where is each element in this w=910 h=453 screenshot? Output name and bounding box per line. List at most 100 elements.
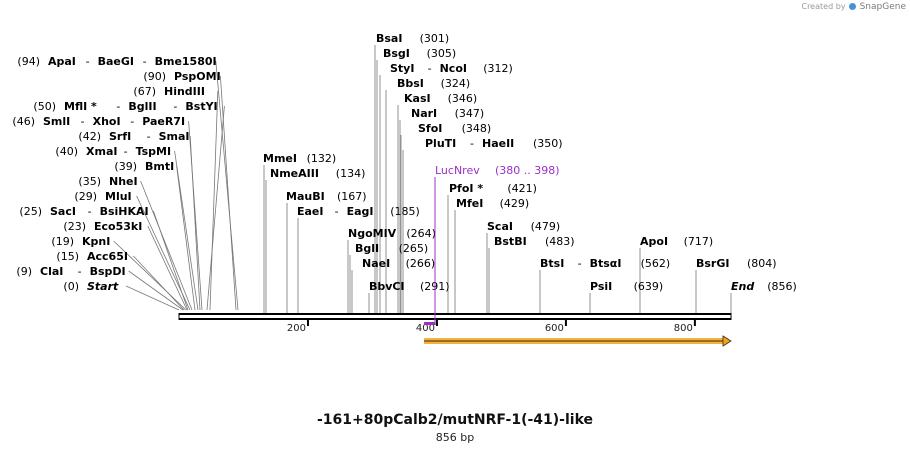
enzyme-name: PsiI bbox=[590, 280, 612, 293]
restriction-site[interactable]: ApoI (717) bbox=[640, 235, 713, 248]
enzyme-name: SmlI bbox=[43, 115, 70, 128]
site-connector bbox=[133, 255, 185, 311]
enzyme-name: BtsαI bbox=[590, 257, 622, 270]
site-position: (23) bbox=[63, 220, 86, 233]
restriction-site[interactable]: (39) BmtI bbox=[114, 160, 174, 173]
site-position: (266) bbox=[406, 257, 436, 270]
restriction-site[interactable]: BsrGI (804) bbox=[696, 257, 777, 270]
restriction-site[interactable]: (29) MluI bbox=[74, 190, 131, 203]
site-position: (94) bbox=[17, 55, 40, 68]
site-position: (132) bbox=[307, 152, 337, 165]
site-separator: - bbox=[147, 130, 151, 143]
restriction-site[interactable]: KasI (346) bbox=[404, 92, 477, 105]
restriction-site[interactable]: (42) SrfI - SmaI bbox=[78, 130, 189, 143]
site-position: (90) bbox=[143, 70, 166, 83]
site-position: (348) bbox=[462, 122, 492, 135]
enzyme-name: Bme1580I bbox=[155, 55, 217, 68]
ruler-tick-label: 600 bbox=[545, 323, 564, 334]
site-separator: - bbox=[86, 55, 90, 68]
restriction-site[interactable]: PfoI * (421) bbox=[449, 182, 537, 195]
site-separator: - bbox=[78, 265, 82, 278]
restriction-site[interactable]: (50) MflI * - BglII - BstYI bbox=[33, 100, 217, 113]
restriction-site[interactable]: MauBI (167) bbox=[286, 190, 367, 203]
restriction-site[interactable]: (94) ApaI - BaeGI - Bme1580I bbox=[17, 55, 216, 68]
restriction-site[interactable]: NaeI (266) bbox=[362, 257, 435, 270]
restriction-site[interactable]: (25) SacI - BsiHKAI bbox=[19, 205, 148, 218]
site-position: (717) bbox=[684, 235, 714, 248]
enzyme-name: Start bbox=[87, 280, 119, 293]
enzyme-name: NmeAIII bbox=[270, 167, 319, 180]
site-position: (804) bbox=[747, 257, 777, 270]
enzyme-name: BsaI bbox=[376, 32, 402, 45]
enzyme-name: EagI bbox=[347, 205, 374, 218]
restriction-site[interactable]: MmeI (132) bbox=[263, 152, 336, 165]
primer-range: (380 .. 398) bbox=[495, 164, 560, 177]
restriction-site[interactable]: BbsI (324) bbox=[397, 77, 470, 90]
restriction-site[interactable]: PluTI - HaeII (350) bbox=[425, 137, 563, 150]
restriction-site[interactable]: (35) NheI bbox=[78, 175, 137, 188]
primer-name[interactable]: LucNrev bbox=[435, 164, 480, 177]
restriction-site[interactable]: (0) Start bbox=[63, 280, 119, 293]
restriction-site[interactable]: SfoI (348) bbox=[418, 122, 491, 135]
restriction-site[interactable]: NgoMIV (264) bbox=[348, 227, 436, 240]
restriction-site[interactable]: BglI (265) bbox=[355, 242, 428, 255]
primer: LucNrev (380 .. 398) bbox=[424, 164, 560, 325]
restriction-site[interactable]: BbvCI (291) bbox=[369, 280, 450, 293]
enzyme-name: StyI bbox=[390, 62, 414, 75]
site-connector bbox=[136, 195, 191, 311]
restriction-site[interactable]: PsiI (639) bbox=[590, 280, 663, 293]
restriction-site[interactable]: (90) PspOMI bbox=[143, 70, 220, 83]
restriction-site[interactable]: (9) ClaI - BspDI bbox=[16, 265, 125, 278]
site-connector bbox=[174, 150, 199, 311]
site-position: (29) bbox=[74, 190, 97, 203]
restriction-site[interactable]: ScaI (479) bbox=[487, 220, 560, 233]
enzyme-name: PspOMI bbox=[174, 70, 221, 83]
enzyme-name: KpnI bbox=[82, 235, 110, 248]
enzyme-name: SmaI bbox=[159, 130, 190, 143]
restriction-site[interactable]: (15) Acc65I bbox=[56, 250, 128, 263]
site-position: (25) bbox=[19, 205, 42, 218]
restriction-site[interactable]: NmeAIII (134) bbox=[270, 167, 365, 180]
enzyme-name: BbsI bbox=[397, 77, 424, 90]
restriction-site[interactable]: NarI (347) bbox=[411, 107, 484, 120]
site-separator: - bbox=[428, 62, 432, 75]
enzyme-name: NaeI bbox=[362, 257, 390, 270]
enzyme-name: MflI * bbox=[64, 100, 97, 113]
site-position: (312) bbox=[483, 62, 513, 75]
enzyme-name: ApoI bbox=[640, 235, 668, 248]
enzyme-name: BsrGI bbox=[696, 257, 729, 270]
restriction-site[interactable]: BstBI (483) bbox=[494, 235, 575, 248]
site-separator: - bbox=[81, 115, 85, 128]
restriction-site[interactable]: BsaI (301) bbox=[376, 32, 449, 45]
enzyme-name: XhoI bbox=[93, 115, 121, 128]
site-position: (167) bbox=[337, 190, 367, 203]
credit-brand: SnapGene bbox=[859, 2, 906, 12]
restriction-site[interactable]: (46) SmlI - XhoI - PaeR7I bbox=[12, 115, 185, 128]
restriction-site[interactable]: End (856) bbox=[731, 280, 797, 293]
enzyme-name: PfoI * bbox=[449, 182, 483, 195]
restriction-site[interactable]: MfeI (429) bbox=[456, 197, 529, 210]
enzyme-name: BsgI bbox=[383, 47, 410, 60]
restriction-site[interactable]: BtsI - BtsαI (562) bbox=[540, 257, 670, 270]
enzyme-name: NheI bbox=[109, 175, 138, 188]
enzyme-name: TspMI bbox=[136, 145, 172, 158]
enzyme-name: Acc65I bbox=[87, 250, 128, 263]
restriction-site[interactable]: (19) KpnI bbox=[51, 235, 110, 248]
site-position: (39) bbox=[114, 160, 137, 173]
restriction-site[interactable]: (23) Eco53kI bbox=[63, 220, 142, 233]
enzyme-name: NarI bbox=[411, 107, 437, 120]
restriction-site[interactable]: (40) XmaI - TspMI bbox=[55, 145, 171, 158]
site-connector bbox=[147, 225, 188, 311]
restriction-site[interactable]: StyI - NcoI (312) bbox=[390, 62, 513, 75]
site-separator: - bbox=[335, 205, 339, 218]
ruler: 200 400 600 800 bbox=[287, 320, 696, 334]
restriction-site[interactable]: BsgI (305) bbox=[383, 47, 456, 60]
site-separator: - bbox=[130, 115, 134, 128]
enzyme-name: KasI bbox=[404, 92, 431, 105]
site-position: (67) bbox=[133, 85, 156, 98]
restriction-site[interactable]: (67) HindIII bbox=[133, 85, 205, 98]
restriction-site[interactable]: EaeI - EagI (185) bbox=[297, 205, 420, 218]
site-position: (19) bbox=[51, 235, 74, 248]
enzyme-name: BbvCI bbox=[369, 280, 405, 293]
enzyme-name: HindIII bbox=[164, 85, 205, 98]
